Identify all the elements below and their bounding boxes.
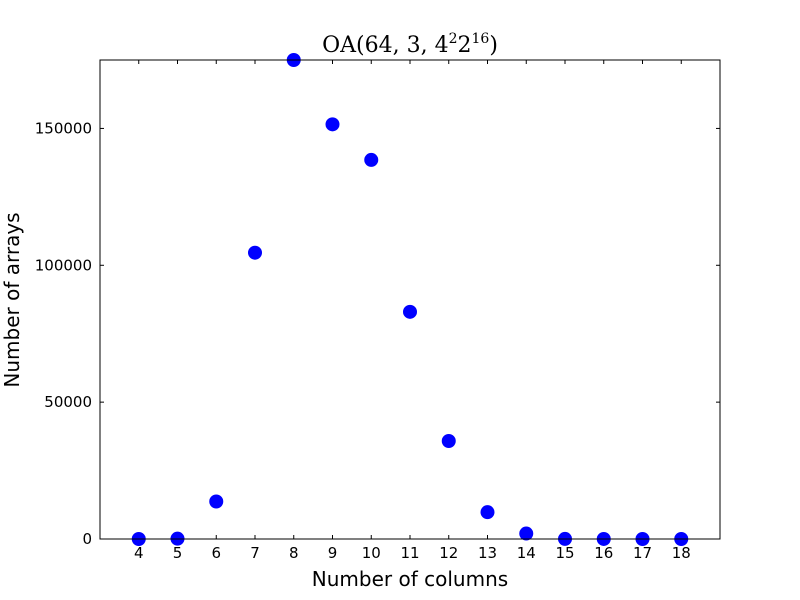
data-point	[441, 434, 456, 449]
data-points	[131, 53, 689, 546]
title-suffix: )	[489, 33, 498, 58]
x-tick-label: 6	[211, 544, 221, 562]
y-axis-label: Number of arrays	[0, 212, 24, 387]
x-tick-label: 7	[250, 544, 260, 562]
y-tick-label: 50000	[44, 393, 92, 411]
x-tick-label: 11	[400, 544, 419, 562]
y-tick-label: 0	[82, 530, 92, 548]
x-tick-label: 4	[134, 544, 144, 562]
data-point	[364, 152, 379, 167]
data-point	[519, 526, 534, 541]
chart-title: OA(64, 3, 42216)	[322, 31, 498, 58]
data-point	[209, 494, 224, 509]
title-prefix: (64, 3, 4	[356, 33, 449, 58]
axis-ticks: 4 5 6 7 8 9 10 11 12 13 14 15 16 17 18 0 50000 100000 1500…	[35, 60, 720, 562]
y-tick-label: 100000	[35, 256, 92, 274]
x-tick-label: 8	[289, 544, 299, 562]
x-tick-label: 14	[517, 544, 536, 562]
x-tick-label: 15	[555, 544, 574, 562]
x-tick-label: 17	[633, 544, 652, 562]
x-tick-label: 9	[328, 544, 338, 562]
title-mid: 2	[457, 33, 471, 58]
data-point	[480, 505, 495, 520]
y-tick-label: 150000	[35, 119, 92, 137]
x-tick-label: 5	[173, 544, 183, 562]
x-tick-label: 13	[478, 544, 497, 562]
x-axis-label: Number of columns	[312, 567, 508, 591]
data-point	[248, 245, 262, 260]
x-tick-label: 10	[362, 544, 381, 562]
title-exponent-1: 2	[449, 31, 458, 47]
data-point	[403, 304, 417, 319]
x-tick-label: 18	[672, 544, 691, 562]
title-base: OA	[322, 33, 357, 58]
x-tick-label: 16	[594, 544, 613, 562]
plot-frame	[99, 59, 721, 540]
x-tick-label: 12	[439, 544, 458, 562]
data-point	[325, 117, 340, 132]
title-exponent-2: 16	[471, 31, 489, 47]
